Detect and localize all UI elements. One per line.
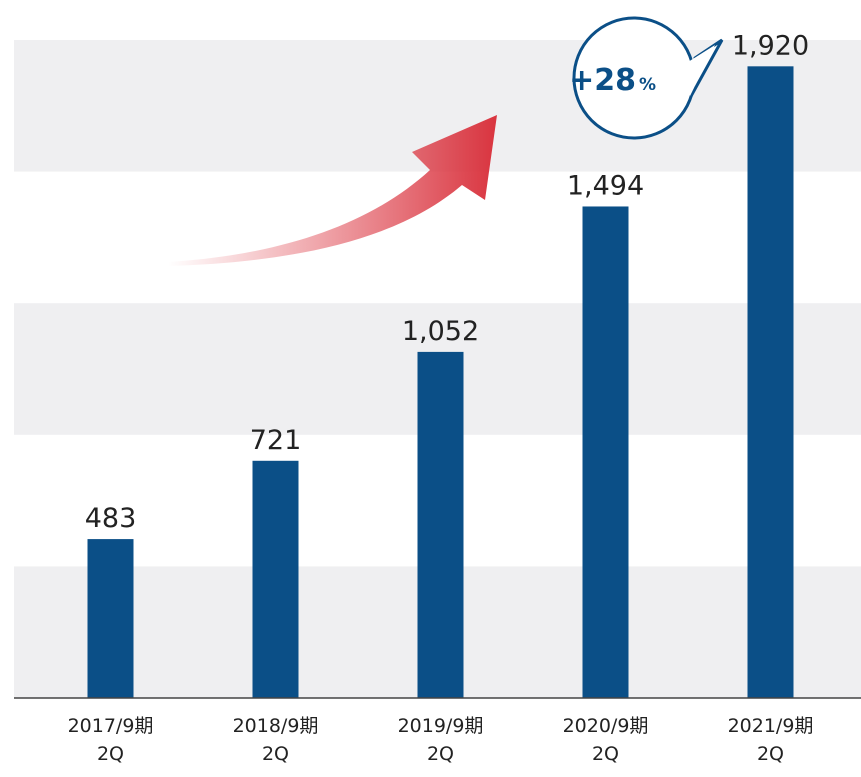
x-tick-label-box: 2021/9期 2Q xyxy=(727,715,814,765)
bubble xyxy=(572,16,724,140)
x-tick-label: 2020/9期 2Q xyxy=(562,715,649,765)
bar xyxy=(252,460,299,698)
x-tick-label: 2021/9期 2Q xyxy=(727,715,814,765)
trend-arrow xyxy=(168,115,497,266)
x-tick-label: 2019/9期 2Q xyxy=(397,715,484,765)
annotation-value: +28 xyxy=(569,63,636,98)
bar xyxy=(582,206,629,698)
x-tick-label: 2018/9期 2Q xyxy=(232,715,319,765)
bar xyxy=(417,351,464,698)
x-tick-label-box: 2017/9期 2Q xyxy=(67,715,154,765)
x-tick-label-box: 2018/9期 2Q xyxy=(232,715,319,765)
x-tick-label-box: 2020/9期 2Q xyxy=(562,715,649,765)
value-label: 1,494 xyxy=(567,170,644,201)
value-label: 721 xyxy=(250,425,302,456)
value-label: 1,052 xyxy=(402,316,479,347)
value-label: 483 xyxy=(85,503,137,534)
x-tick-label-box: 2019/9期 2Q xyxy=(397,715,484,765)
bar xyxy=(747,66,794,698)
x-tick-label: 2017/9期 2Q xyxy=(67,715,154,765)
bar xyxy=(87,539,134,698)
annotation-unit: % xyxy=(639,75,656,95)
value-label: 1,920 xyxy=(732,30,809,61)
